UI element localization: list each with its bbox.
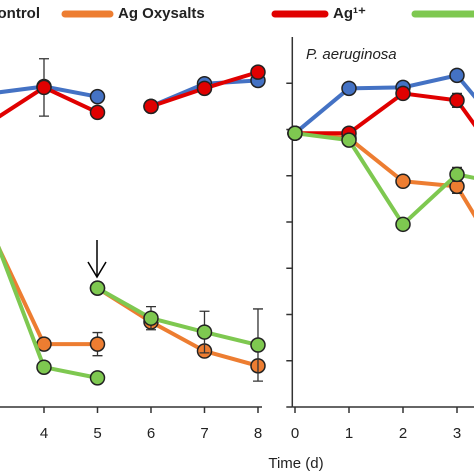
legend-label: Control <box>0 5 40 22</box>
data-point <box>395 216 411 233</box>
data-point <box>196 80 213 97</box>
data-point <box>449 166 465 183</box>
x-tick-label: 2 <box>399 425 407 442</box>
series-line <box>0 70 259 119</box>
data-point <box>287 125 303 141</box>
annotation-arrow-head <box>87 261 107 279</box>
data-point <box>89 88 106 105</box>
series-line <box>294 131 474 227</box>
x-axis-label: Time (d) <box>268 455 323 472</box>
data-point <box>36 359 52 375</box>
data-point <box>143 98 159 115</box>
data-point <box>250 337 266 353</box>
data-point <box>449 67 465 84</box>
x-tick-label: 8 <box>254 425 262 442</box>
data-point <box>89 336 106 352</box>
x-tick-label: 1 <box>345 425 353 442</box>
data-point <box>395 173 411 190</box>
data-point <box>449 92 465 109</box>
data-point <box>341 80 357 97</box>
x-tick-label: 4 <box>40 425 48 442</box>
legend-label: Ag¹⁺ <box>333 5 366 22</box>
x-tick-label: 5 <box>93 425 101 442</box>
data-point <box>395 85 411 102</box>
panel-title: P. aeruginosa <box>306 46 397 63</box>
data-point <box>36 79 52 96</box>
x-tick-label: 6 <box>147 425 155 442</box>
x-tick-label: 7 <box>200 425 208 442</box>
legend-label: Ag Oxysalts <box>118 5 205 22</box>
series-line <box>294 131 474 219</box>
data-point <box>341 132 357 148</box>
data-point <box>89 280 106 296</box>
data-point <box>196 324 213 340</box>
data-point <box>89 370 106 386</box>
x-tick-label: 0 <box>291 425 299 442</box>
data-point <box>250 64 266 80</box>
x-tick-label: 3 <box>453 425 461 442</box>
series-line <box>295 91 474 136</box>
data-point <box>89 104 106 121</box>
data-point <box>143 310 159 326</box>
